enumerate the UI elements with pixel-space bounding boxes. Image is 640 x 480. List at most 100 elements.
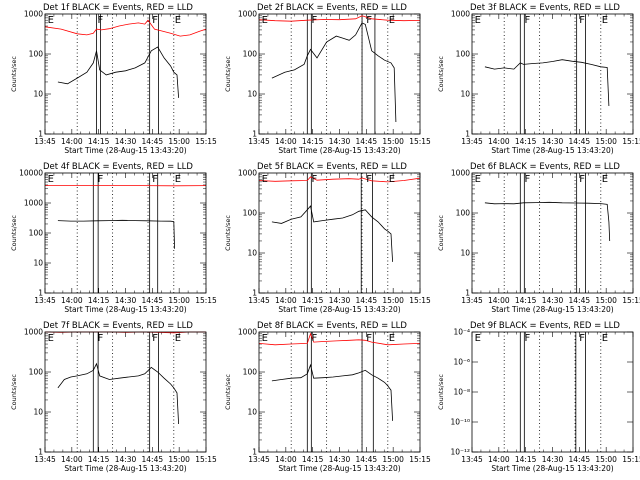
chart-panel-2: Det 2f BLACK = Events, RED = LLD 1 10 100 10… <box>224 3 431 155</box>
x-tick-label: 15:15 <box>409 296 431 305</box>
y-axis-label: Counts/sec <box>437 215 445 251</box>
x-tick-label: 15:15 <box>195 455 217 464</box>
x-tick-label: 14:15 <box>302 296 324 305</box>
y-tick-label: 10⁻⁸ <box>453 388 470 397</box>
x-tick-label: 15:00 <box>382 455 404 464</box>
x-tick-label: 13:45 <box>248 137 270 146</box>
x-tick-label: 15:15 <box>195 296 217 305</box>
chart-panel-9: Det 9f BLACK = Events, RED = LLD 10⁻¹² 10⁻… <box>437 321 640 473</box>
marker-letter-e: E <box>48 174 54 185</box>
x-tick-label: 13:45 <box>34 296 56 305</box>
y-tick-label: 100 <box>29 229 44 238</box>
marker-letter-f: F <box>579 333 585 344</box>
plot-frame <box>44 13 207 135</box>
y-tick-label: 1 <box>465 289 470 298</box>
y-tick-label: 1000 <box>24 328 43 337</box>
marker-letter-f: F <box>152 15 158 26</box>
x-tick-label: 14:45 <box>142 137 164 146</box>
y-tick-label: 1 <box>252 130 257 139</box>
x-tick-label: 14:45 <box>569 455 591 464</box>
y-tick-label: 1 <box>252 289 257 298</box>
y-tick-label: 1 <box>465 130 470 139</box>
x-axis-label: Start Time (28-Aug-15 13:43:20) <box>64 305 186 314</box>
x-axis-label: Start Time (28-Aug-15 13:43:20) <box>64 146 186 155</box>
chart-title: Det 7f BLACK = Events, RED = LLD <box>43 321 193 331</box>
x-tick-label: 15:00 <box>595 137 617 146</box>
plot-frame <box>471 13 634 135</box>
x-tick-label: 14:45 <box>142 296 164 305</box>
chart-panel-6: Det 6f BLACK = Events, RED = LLD 1 10 100 10… <box>437 162 640 314</box>
plot-frame <box>44 331 207 453</box>
x-tick-label: 14:15 <box>88 296 110 305</box>
plot-frame <box>258 13 421 135</box>
marker-letter-e: E <box>175 174 181 185</box>
marker-letter-f: F <box>579 174 585 185</box>
marker-letter-e: E <box>48 333 54 344</box>
x-tick-label: 14:00 <box>61 296 83 305</box>
y-tick-label: 10 <box>460 90 470 99</box>
y-tick-label: 10⁻¹² <box>450 448 470 457</box>
y-tick-label: 10 <box>33 408 43 417</box>
x-tick-label: 13:45 <box>461 455 483 464</box>
y-tick-label: 100 <box>456 209 471 218</box>
marker-letter-e: E <box>48 15 54 26</box>
x-tick-label: 14:15 <box>515 296 537 305</box>
marker-letter-f: F <box>312 333 318 344</box>
y-tick-label: 10 <box>247 249 257 258</box>
x-tick-label: 14:30 <box>329 296 351 305</box>
x-tick-label: 14:30 <box>542 455 564 464</box>
x-tick-label: 14:30 <box>115 296 137 305</box>
marker-letter-f: F <box>312 174 318 185</box>
x-tick-label: 14:00 <box>275 137 297 146</box>
x-tick-label: 14:45 <box>569 296 591 305</box>
x-tick-label: 14:00 <box>61 137 83 146</box>
marker-letter-e: E <box>602 333 608 344</box>
x-tick-label: 13:45 <box>461 137 483 146</box>
y-tick-label: 1000 <box>451 10 470 19</box>
plot-frame <box>471 172 634 294</box>
plot-frame <box>471 331 634 453</box>
y-tick-label: 10⁻¹⁰ <box>450 418 470 427</box>
x-tick-label: 15:00 <box>168 137 190 146</box>
marker-letter-e: E <box>175 333 181 344</box>
chart-title: Det 8f BLACK = Events, RED = LLD <box>257 321 407 331</box>
x-tick-label: 14:30 <box>115 137 137 146</box>
x-axis-label: Start Time (28-Aug-15 13:43:20) <box>64 464 186 473</box>
x-tick-label: 14:00 <box>61 455 83 464</box>
marker-letter-e: E <box>602 15 608 26</box>
x-tick-label: 14:15 <box>515 137 537 146</box>
y-axis-label: Counts/sec <box>10 56 18 92</box>
y-axis-label: Counts/sec <box>10 374 18 410</box>
x-tick-label: 14:00 <box>275 296 297 305</box>
marker-letter-e: E <box>262 15 268 26</box>
x-tick-label: 14:30 <box>329 137 351 146</box>
marker-letter-e: E <box>602 174 608 185</box>
chart-panel-4: Det 4f BLACK = Events, RED = LLD 1 10 100 10… <box>10 162 217 314</box>
chart-title: Det 2f BLACK = Events, RED = LLD <box>257 3 407 13</box>
x-tick-label: 15:00 <box>382 137 404 146</box>
marker-letter-f: F <box>525 174 531 185</box>
x-tick-label: 14:30 <box>542 296 564 305</box>
y-tick-label: 10⁻⁴ <box>453 328 470 337</box>
marker-letter-f: F <box>98 15 104 26</box>
y-tick-label: 10 <box>33 259 43 268</box>
y-tick-label: 100 <box>243 50 258 59</box>
lld-series-line <box>258 15 421 22</box>
y-tick-label: 1 <box>38 130 43 139</box>
x-tick-label: 15:15 <box>622 137 640 146</box>
x-tick-label: 14:45 <box>142 455 164 464</box>
x-tick-label: 15:15 <box>409 137 431 146</box>
marker-letter-e: E <box>475 174 481 185</box>
marker-letter-f: F <box>98 174 104 185</box>
x-tick-label: 14:45 <box>356 137 378 146</box>
x-tick-label: 13:45 <box>34 455 56 464</box>
chart-panel-3: Det 3f BLACK = Events, RED = LLD 1 10 100 10… <box>437 3 640 155</box>
marker-letter-e: E <box>389 174 395 185</box>
y-tick-label: 1 <box>252 448 257 457</box>
x-axis-label: Start Time (28-Aug-15 13:43:20) <box>491 464 613 473</box>
y-axis-label: Counts/sec <box>224 215 232 251</box>
chart-title: Det 5f BLACK = Events, RED = LLD <box>257 162 407 172</box>
y-tick-label: 1 <box>38 289 43 298</box>
plot-frame <box>44 172 207 294</box>
